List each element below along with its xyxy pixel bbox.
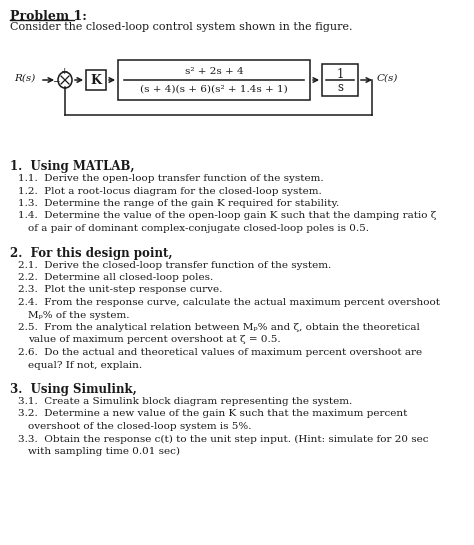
Text: 2.5.  From the analytical relation between Mₚ% and ζ, obtain the theoretical: 2.5. From the analytical relation betwee… — [18, 323, 420, 332]
Text: K: K — [91, 74, 101, 87]
Text: equal? If not, explain.: equal? If not, explain. — [28, 360, 142, 370]
Text: 2.6.  Do the actual and theoretical values of maximum percent overshoot are: 2.6. Do the actual and theoretical value… — [18, 348, 422, 357]
Text: s² + 2s + 4: s² + 2s + 4 — [185, 66, 243, 76]
Text: R(s): R(s) — [14, 74, 35, 82]
Text: 3.  Using Simulink,: 3. Using Simulink, — [10, 383, 137, 396]
Text: Consider the closed-loop control system shown in the figure.: Consider the closed-loop control system … — [10, 22, 353, 32]
Text: 3.2.  Determine a new value of the gain K such that the maximum percent: 3.2. Determine a new value of the gain K… — [18, 409, 407, 419]
Text: 1.2.  Plot a root-locus diagram for the closed-loop system.: 1.2. Plot a root-locus diagram for the c… — [18, 186, 322, 196]
Text: 3.3.  Obtain the response c(t) to the unit step input. (Hint: simulate for 20 se: 3.3. Obtain the response c(t) to the uni… — [18, 434, 428, 444]
Text: Mₚ% of the system.: Mₚ% of the system. — [28, 311, 129, 319]
Bar — [118, 60, 310, 100]
Text: 2.3.  Plot the unit-step response curve.: 2.3. Plot the unit-step response curve. — [18, 286, 222, 294]
Text: 2.1.  Derive the closed-loop transfer function of the system.: 2.1. Derive the closed-loop transfer fun… — [18, 261, 331, 269]
Bar — [86, 70, 106, 90]
Text: +: + — [60, 66, 68, 76]
Text: value of maximum percent overshoot at ζ = 0.5.: value of maximum percent overshoot at ζ … — [28, 336, 281, 344]
Text: (s + 4)(s + 6)(s² + 1.4s + 1): (s + 4)(s + 6)(s² + 1.4s + 1) — [140, 84, 288, 94]
Text: 2.2.  Determine all closed-loop poles.: 2.2. Determine all closed-loop poles. — [18, 273, 213, 282]
Text: 1.  Using MATLAB,: 1. Using MATLAB, — [10, 160, 135, 173]
Text: 3.1.  Create a Simulink block diagram representing the system.: 3.1. Create a Simulink block diagram rep… — [18, 397, 352, 406]
Bar — [322, 64, 358, 96]
Text: 1.1.  Derive the open-loop transfer function of the system.: 1.1. Derive the open-loop transfer funct… — [18, 174, 324, 183]
Text: with sampling time 0.01 sec): with sampling time 0.01 sec) — [28, 447, 180, 456]
Text: overshoot of the closed-loop system is 5%.: overshoot of the closed-loop system is 5… — [28, 422, 252, 431]
Text: 1.3.  Determine the range of the gain K required for stability.: 1.3. Determine the range of the gain K r… — [18, 199, 339, 208]
Text: of a pair of dominant complex-conjugate closed-loop poles is 0.5.: of a pair of dominant complex-conjugate … — [28, 224, 369, 233]
Text: 1.4.  Determine the value of the open-loop gain K such that the damping ratio ζ: 1.4. Determine the value of the open-loo… — [18, 211, 437, 221]
Text: −: − — [52, 76, 60, 86]
Text: s: s — [337, 81, 343, 94]
Text: Problem 1:: Problem 1: — [10, 10, 87, 23]
Text: C(s): C(s) — [377, 74, 398, 82]
Text: 2.4.  From the response curve, calculate the actual maximum percent overshoot: 2.4. From the response curve, calculate … — [18, 298, 440, 307]
Text: 2.  For this design point,: 2. For this design point, — [10, 246, 173, 259]
Text: 1: 1 — [337, 68, 344, 81]
